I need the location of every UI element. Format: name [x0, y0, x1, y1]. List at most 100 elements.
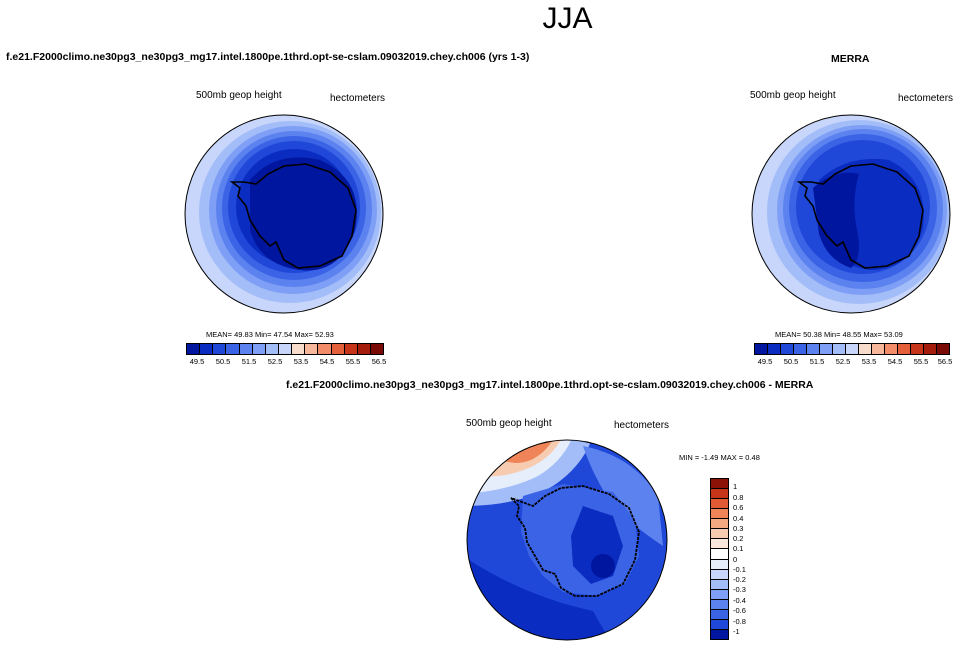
diff-colorbar-swatch [711, 559, 728, 570]
obs-colorbar-tick: 52.5 [835, 357, 851, 366]
diff-colorbar-tick: 1 [733, 482, 738, 491]
model-colorbar-tick: 52.5 [267, 357, 283, 366]
model-colorbar-tick: 51.5 [241, 357, 257, 366]
diff-colorbar-swatch [711, 579, 728, 590]
diff-low-core [591, 554, 615, 578]
diff-colorbar-swatch [711, 599, 728, 610]
obs-units-label: hectometers [898, 93, 954, 104]
obs-polar-map [751, 114, 951, 314]
diff-colorbar-tick: -1 [733, 627, 740, 636]
model-colorbar-tick: 56.5 [371, 357, 387, 366]
diff-colorbar-tick: 0.1 [733, 544, 744, 553]
diff-colorbar-tick: -0.8 [733, 617, 746, 626]
model-colorbar-swatch [252, 344, 266, 354]
diff-colorbar-tick: -0.4 [733, 596, 746, 605]
obs-colorbar-swatch [794, 344, 807, 354]
obs-panel-title: MERRA [831, 53, 870, 65]
model-colorbar-swatch [318, 344, 332, 354]
obs-colorbar-tick: 54.5 [887, 357, 903, 366]
diff-colorbar-swatch [711, 509, 728, 520]
diff-colorbar-swatch [711, 569, 728, 580]
model-colorbar-swatch [370, 344, 384, 354]
model-colorbar-swatch [292, 344, 306, 354]
model-colorbar-swatch [265, 344, 279, 354]
diff-colorbar-tick: 0 [733, 555, 738, 564]
obs-antarctica-outline [796, 163, 924, 269]
obs-colorbar-tick: 53.5 [861, 357, 877, 366]
diff-antarctica-outline [510, 485, 640, 597]
diff-colorbar-swatch [711, 519, 728, 530]
model-units-label: hectometers [330, 93, 386, 104]
obs-colorbar-swatch [807, 344, 820, 354]
diff-colorbar-swatch [711, 489, 728, 500]
diff-colorbar-tick: 0.6 [733, 503, 744, 512]
diff-colorbar-tick: -0.3 [733, 585, 746, 594]
model-band-8 [250, 157, 357, 271]
obs-colorbar-swatch [755, 344, 768, 354]
model-colorbar-tick: 55.5 [345, 357, 361, 366]
diff-band-mid [583, 446, 663, 546]
model-polar-map [184, 114, 384, 314]
model-stats: MEAN= 49.83 Min= 47.54 Max= 52.93 [206, 330, 334, 339]
obs-colorbar-swatch [898, 344, 911, 354]
diff-colorbar-swatch [711, 549, 728, 560]
model-colorbar-tick: 50.5 [215, 357, 231, 366]
obs-colorbar-tick: 51.5 [809, 357, 825, 366]
obs-colorbar-tick: 56.5 [937, 357, 953, 366]
model-colorbar-swatch [344, 344, 358, 354]
model-variable-label: 500mb geop height [196, 90, 282, 101]
model-colorbar [186, 343, 384, 355]
model-colorbar-swatch [226, 344, 240, 354]
obs-band-8 [813, 172, 859, 268]
diff-colorbar-tick: 0.8 [733, 493, 744, 502]
obs-colorbar-swatch [937, 344, 949, 354]
model-colorbar-swatch [305, 344, 319, 354]
obs-colorbar-swatch [872, 344, 885, 354]
diff-colorbar-tick: 0.4 [733, 514, 744, 523]
obs-colorbar-swatch [781, 344, 794, 354]
diff-panel-title: f.e21.F2000climo.ne30pg3_ne30pg3_mg17.in… [286, 379, 814, 391]
diff-colorbar-swatch [711, 629, 728, 639]
obs-colorbar-tick: 49.5 [757, 357, 773, 366]
obs-colorbar-swatch [911, 344, 924, 354]
model-panel-title: f.e21.F2000climo.ne30pg3_ne30pg3_mg17.in… [6, 51, 530, 63]
obs-colorbar-swatch [885, 344, 898, 354]
model-colorbar-swatch [278, 344, 293, 354]
model-colorbar-swatch [200, 344, 214, 354]
diff-colorbar-swatch [711, 609, 728, 620]
diff-colorbar-tick: -0.2 [733, 575, 746, 584]
diff-colorbar-swatch [711, 479, 728, 490]
obs-colorbar-swatch [820, 344, 833, 354]
diff-colorbar-swatch [711, 619, 728, 630]
diff-colorbar-swatch [711, 499, 728, 510]
obs-colorbar-swatch [846, 344, 859, 354]
obs-colorbar-swatch [833, 344, 846, 354]
diff-polar-map [466, 439, 668, 641]
obs-colorbar-swatch [859, 344, 872, 354]
model-antarctica-outline [229, 163, 357, 269]
obs-variable-label: 500mb geop height [750, 90, 836, 101]
model-colorbar-tick: 53.5 [293, 357, 309, 366]
figure-title: JJA [542, 2, 593, 35]
model-colorbar-swatch [331, 344, 345, 354]
obs-colorbar-swatch [768, 344, 781, 354]
diff-colorbar-swatch [711, 589, 728, 600]
model-colorbar-swatch [239, 344, 253, 354]
model-colorbar-tick: 49.5 [189, 357, 205, 366]
model-colorbar-tick: 54.5 [319, 357, 335, 366]
model-colorbar-swatch [187, 344, 201, 354]
obs-stats: MEAN= 50.38 Min= 48.55 Max= 53.09 [775, 330, 903, 339]
model-colorbar-swatch [357, 344, 371, 354]
diff-variable-label: 500mb geop height [466, 418, 552, 429]
diff-colorbar [710, 478, 729, 640]
diff-colorbar-swatch [711, 539, 728, 550]
diff-colorbar-tick: -0.6 [733, 606, 746, 615]
diff-units-label: hectometers [614, 420, 670, 431]
diff-colorbar-tick: 0.2 [733, 534, 744, 543]
diff-colorbar-tick: -0.1 [733, 565, 746, 574]
diff-colorbar-swatch [711, 529, 728, 540]
diff-colorbar-tick: 0.3 [733, 524, 744, 533]
diff-stats: MIN = -1.49 MAX = 0.48 [679, 453, 760, 462]
model-colorbar-swatch [213, 344, 227, 354]
obs-colorbar [754, 343, 950, 355]
